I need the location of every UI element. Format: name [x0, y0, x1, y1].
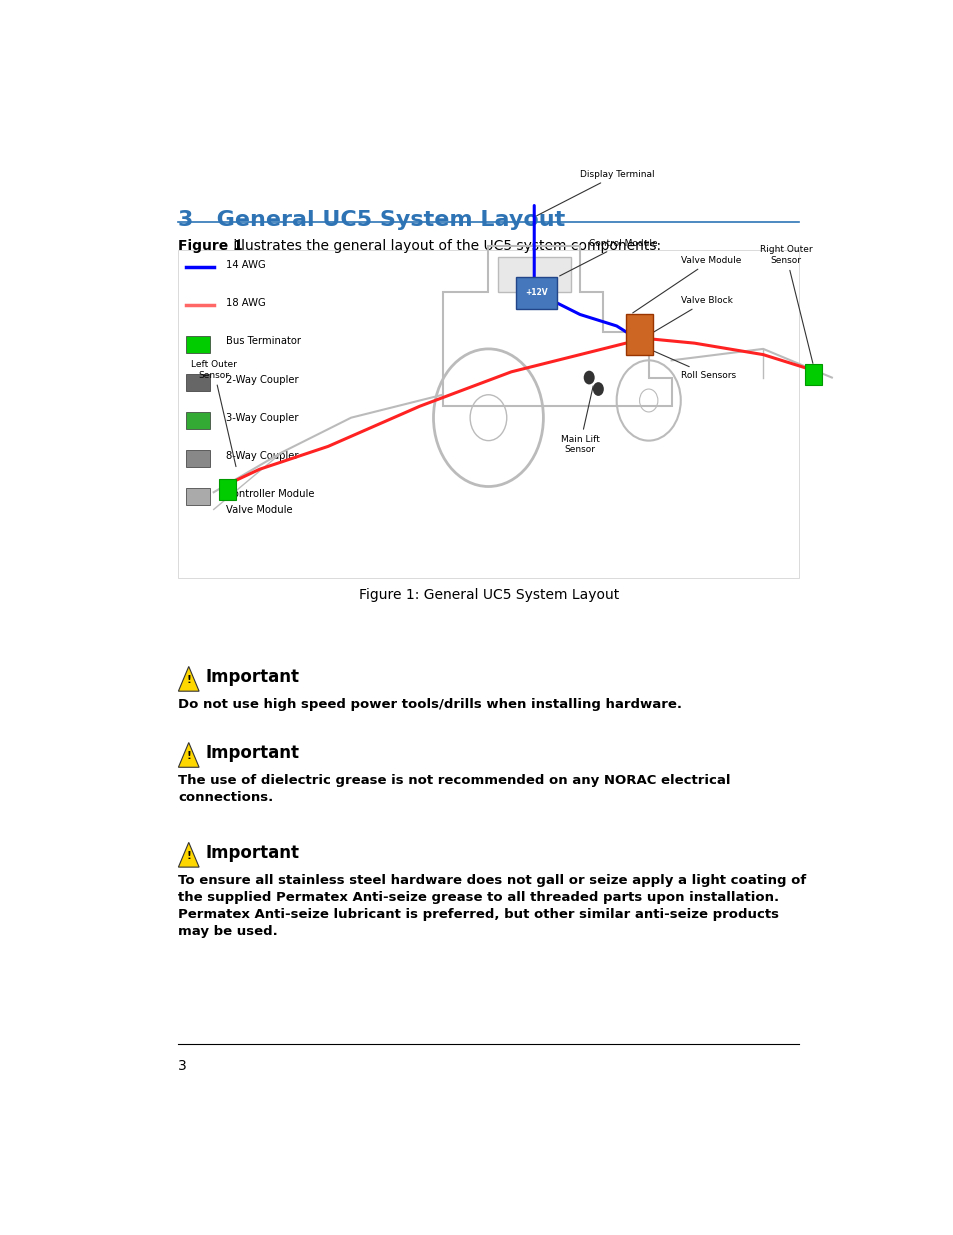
Text: 18 AWG: 18 AWG [226, 299, 266, 309]
Text: 14 AWG: 14 AWG [226, 261, 266, 270]
Bar [186, 488, 210, 505]
Text: Important: Important [205, 845, 298, 862]
Text: illustrates the general layout of the UC5 system components:: illustrates the general layout of the UC… [229, 238, 660, 252]
Text: 2-Way Coupler: 2-Way Coupler [226, 374, 299, 384]
Bar [186, 411, 210, 429]
Bar [804, 364, 821, 385]
Bar [186, 450, 210, 467]
Text: The use of dielectric grease is not recommended on any NORAC electrical
connecti: The use of dielectric grease is not reco… [178, 774, 730, 804]
Text: Valve Block: Valve Block [637, 296, 732, 342]
Text: 8-Way Coupler: 8-Way Coupler [226, 451, 298, 461]
Bar [186, 373, 210, 390]
Text: Figure 1: Figure 1 [178, 238, 243, 252]
Text: Important: Important [205, 745, 298, 762]
Text: 3: 3 [178, 1060, 187, 1073]
Bar [219, 479, 235, 500]
Text: !: ! [186, 851, 191, 861]
Text: !: ! [186, 676, 191, 685]
Text: Do not use high speed power tools/drills when installing hardware.: Do not use high speed power tools/drills… [178, 698, 681, 711]
Text: Bus Terminator: Bus Terminator [226, 336, 301, 347]
Polygon shape [178, 742, 199, 767]
Text: Display Terminal: Display Terminal [537, 170, 654, 216]
Polygon shape [178, 842, 199, 867]
Bar [625, 315, 653, 354]
Polygon shape [178, 667, 199, 692]
Circle shape [583, 370, 594, 384]
Text: Valve Module: Valve Module [226, 505, 293, 515]
Text: 3-Way Coupler: 3-Way Coupler [226, 412, 298, 422]
Text: !: ! [186, 751, 191, 761]
Polygon shape [497, 257, 570, 291]
Bar [516, 277, 557, 309]
Text: Right Outer
Sensor: Right Outer Sensor [759, 246, 812, 363]
Text: Controller Module: Controller Module [226, 489, 314, 499]
Text: Control Module: Control Module [559, 238, 658, 275]
Text: Left Outer
Sensor: Left Outer Sensor [191, 361, 236, 467]
Text: 3   General UC5 System Layout: 3 General UC5 System Layout [178, 210, 565, 230]
Bar [178, 249, 799, 578]
Circle shape [592, 382, 603, 396]
Text: +12V: +12V [525, 289, 547, 298]
Text: To ensure all stainless steel hardware does not gall or seize apply a light coat: To ensure all stainless steel hardware d… [178, 874, 806, 937]
Text: Main Lift
Sensor: Main Lift Sensor [560, 387, 598, 454]
Text: Valve Module: Valve Module [632, 256, 740, 312]
Bar [186, 336, 210, 353]
Text: Important: Important [205, 668, 298, 687]
Text: Figure 1: General UC5 System Layout: Figure 1: General UC5 System Layout [358, 588, 618, 601]
Text: Roll Sensors: Roll Sensors [651, 350, 735, 379]
